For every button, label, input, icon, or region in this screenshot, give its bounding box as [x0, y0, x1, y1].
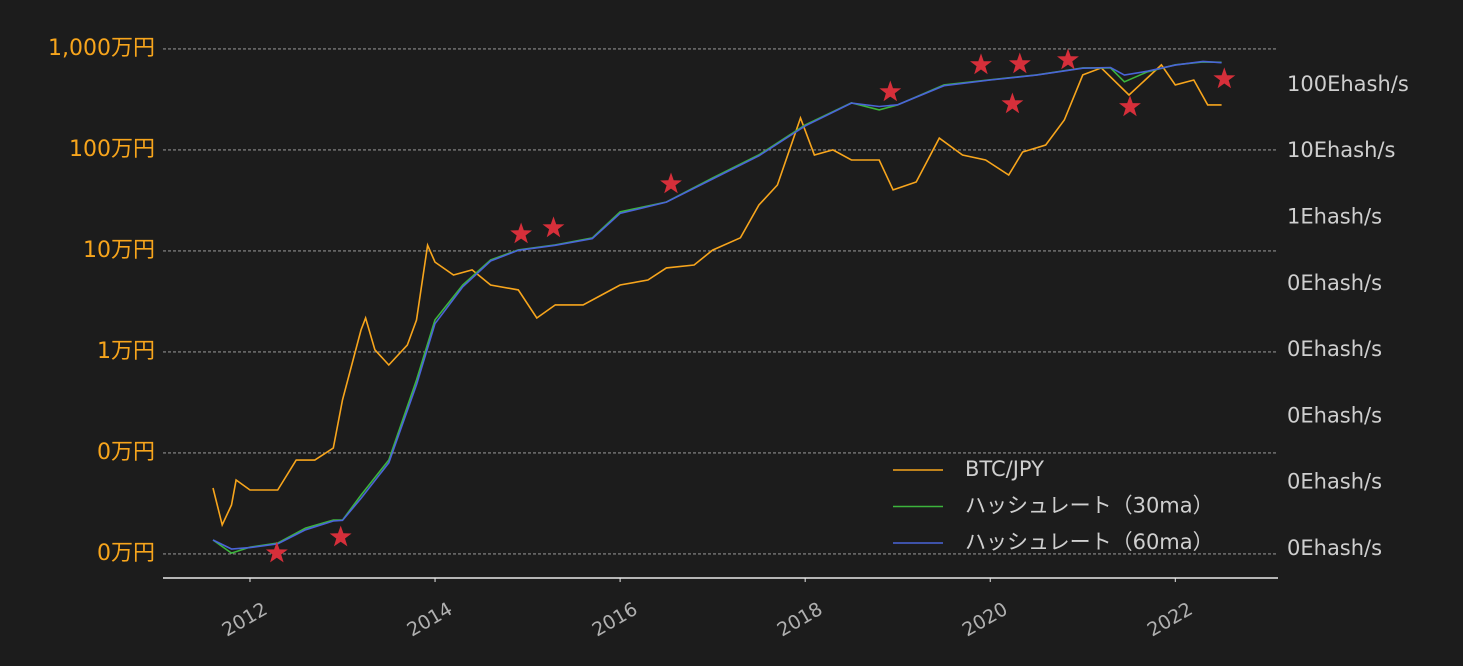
star-marker — [542, 216, 565, 238]
star-marker — [1001, 92, 1024, 114]
x-tick-label: 2012 — [218, 598, 271, 641]
star-marker — [265, 541, 288, 563]
y-tick-label: 0万円 — [97, 541, 155, 566]
star-marker — [1213, 67, 1236, 89]
y-tick-label: 1万円 — [97, 339, 155, 364]
x-tick-label: 2018 — [774, 598, 827, 641]
y2-tick-label: 0Ehash/s — [1287, 536, 1382, 560]
legend-label: BTC/JPY — [965, 457, 1044, 481]
y-tick-label: 1,000万円 — [48, 36, 155, 61]
y2-tick-label: 100Ehash/s — [1287, 72, 1409, 96]
star-marker — [1057, 48, 1079, 70]
x-tick-label: 2014 — [403, 598, 456, 641]
star-marker — [510, 222, 532, 244]
legend-label: ハッシュレート（30ma） — [965, 494, 1214, 518]
y2-tick-label: 0Ehash/s — [1287, 403, 1382, 427]
y2-tick-label: 0Ehash/s — [1287, 271, 1382, 295]
x-tick-label: 2020 — [959, 598, 1012, 641]
y-tick-label: 100万円 — [69, 137, 155, 162]
y2-tick-label: 1Ehash/s — [1287, 204, 1382, 228]
star-marker — [1119, 95, 1141, 117]
series-line — [212, 60, 1222, 550]
y-tick-label: 10万円 — [83, 238, 155, 263]
y-tick-label: 0万円 — [97, 440, 155, 465]
legend-label: ハッシュレート（60ma） — [965, 530, 1214, 554]
y2-tick-label: 10Ehash/s — [1287, 138, 1395, 162]
star-marker — [1008, 52, 1031, 74]
x-tick-label: 2016 — [588, 598, 641, 641]
star-marker — [879, 80, 902, 102]
series-line — [212, 61, 1222, 554]
x-tick-label: 2022 — [1144, 598, 1197, 641]
y2-tick-label: 0Ehash/s — [1287, 470, 1382, 494]
y2-tick-label: 0Ehash/s — [1287, 337, 1382, 361]
star-marker — [970, 53, 992, 75]
star-marker — [660, 172, 682, 194]
star-marker — [329, 525, 352, 547]
series-line — [212, 63, 1222, 528]
